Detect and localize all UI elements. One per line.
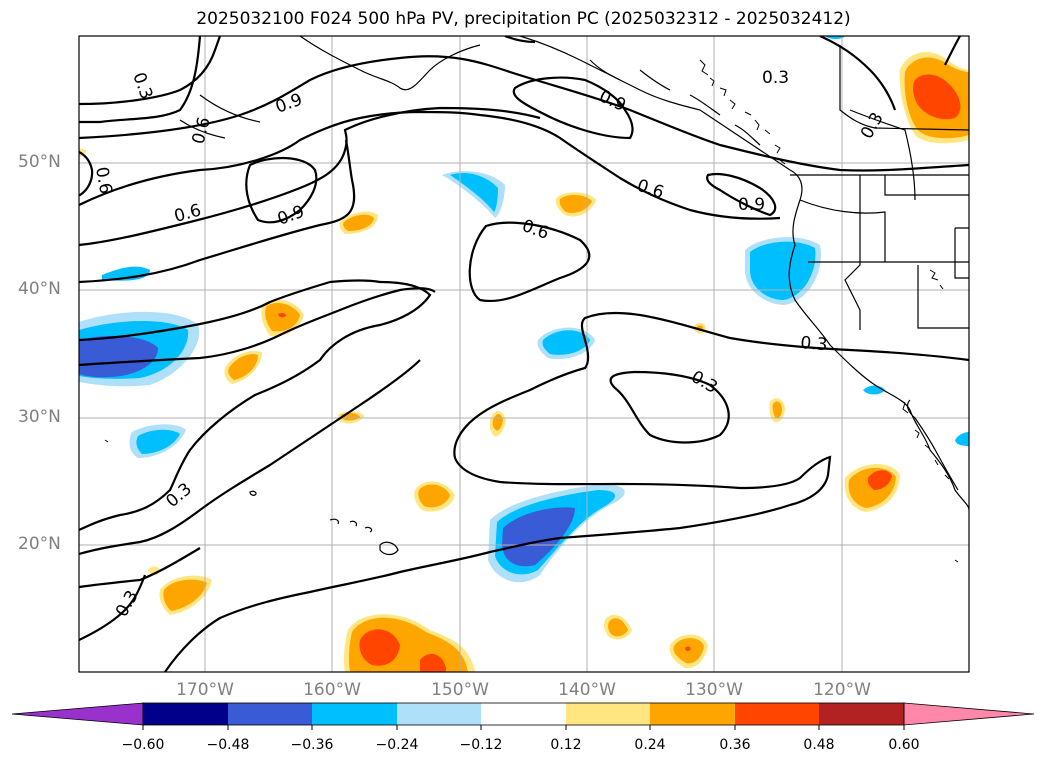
contour-label: 0.3	[688, 367, 721, 398]
colorbar-seg	[312, 703, 397, 725]
contour-label: 0.9	[738, 195, 765, 215]
graticule	[79, 36, 969, 672]
colorbar-tick-label: 0.24	[634, 737, 666, 753]
colorbar-tick-label: −0.12	[459, 737, 503, 753]
colorbar-extend-left	[11, 702, 144, 726]
colorbar-tick-label: 0.12	[550, 737, 582, 753]
colorbar-seg	[143, 703, 228, 725]
coastlines	[179, 36, 969, 556]
colorbar-seg	[735, 703, 819, 725]
lon-label: 150°W	[431, 680, 489, 700]
map-frame	[78, 35, 970, 673]
colorbar-tick-label: 0.48	[803, 737, 835, 753]
contour-label: 0.9	[273, 90, 305, 118]
colorbar-tick-label: −0.36	[290, 737, 334, 753]
precip-negative	[79, 36, 969, 583]
contour-label: 0.6	[519, 216, 551, 244]
colorbar-tick-label: 0.60	[888, 737, 920, 753]
colorbar-seg	[397, 703, 481, 725]
pv-contours	[79, 36, 969, 672]
contour-label: 0.6	[172, 201, 203, 227]
lat-label: 50°N	[18, 152, 61, 172]
lat-label: 40°N	[18, 279, 61, 299]
contour-label: 0.3	[800, 333, 829, 355]
neg-blob-small-nw	[102, 266, 150, 281]
colorbar-extend-right	[903, 702, 1035, 726]
colorbar-seg	[228, 703, 312, 725]
colorbar-tick-label: −0.48	[206, 737, 250, 753]
lat-label: 30°N	[18, 407, 61, 427]
coast-details	[104, 59, 959, 563]
colorbar-seg	[481, 703, 566, 725]
colorbar-tick-label: −0.60	[121, 737, 165, 753]
lon-label: 130°W	[685, 680, 743, 700]
map-title: 2025032100 F024 500 hPa PV, precipitatio…	[196, 9, 851, 29]
contour-label: 0.3	[162, 479, 196, 512]
colorbar-tick-label: 0.36	[719, 737, 751, 753]
colorbar-tick-label: −0.24	[375, 737, 419, 753]
map-area: 0.3 0.6 0.9 0.6 0.9 0.6 0.6 0.9 0.6 0.3 …	[79, 36, 969, 672]
lon-label: 120°W	[813, 680, 871, 700]
contour-label: 0.9	[275, 202, 307, 230]
colorbar-seg	[650, 703, 735, 725]
colorbar-seg	[566, 703, 650, 725]
lon-label: 170°W	[176, 680, 234, 700]
lon-label: 140°W	[558, 680, 616, 700]
colorbar-seg	[819, 703, 904, 725]
contour-label: 0.6	[189, 115, 215, 146]
lat-label: 20°N	[18, 534, 61, 554]
contour-label: 0.6	[91, 165, 115, 195]
lon-label: 160°W	[303, 680, 361, 700]
contour-label: 0.3	[762, 68, 789, 88]
precip-positive	[79, 51, 969, 672]
contour-label: 0.9	[596, 86, 629, 116]
colorbar	[11, 702, 1035, 730]
